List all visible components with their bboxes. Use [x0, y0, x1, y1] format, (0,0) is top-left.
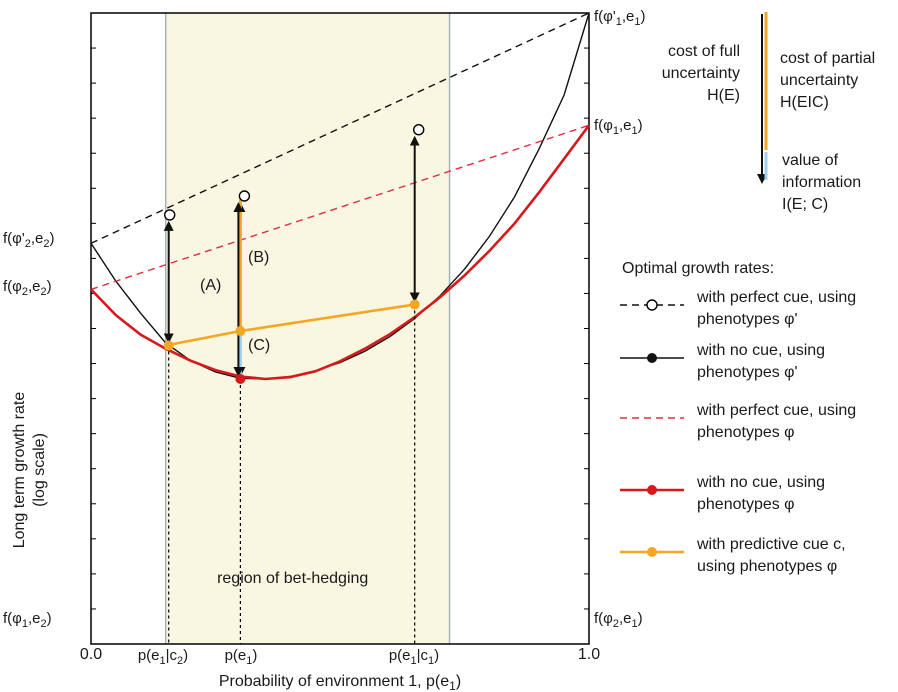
predictive-cue-point: [163, 340, 174, 351]
right-axis-label: f(φ'1,e1): [594, 8, 646, 28]
legend-swatch-dot: [647, 353, 657, 363]
series-nocue_phi: [90, 124, 591, 381]
cost-key-info-text: value of: [782, 152, 839, 169]
annotation-b: (B): [248, 249, 269, 266]
right-axis-label: f(φ1,e1): [594, 117, 643, 137]
legend-item-text: phenotypes φ: [697, 496, 795, 513]
perfect-cue-point: [238, 190, 251, 202]
x-marker-label: p(e1|c2): [138, 647, 188, 667]
bet-hedging-region: [165, 13, 450, 644]
right-axis-label: f(φ2,e1): [594, 610, 643, 630]
left-axis-label: f(φ'2,e2): [3, 230, 55, 250]
legend-item-text: with predictive cue c,: [696, 536, 846, 553]
y-axis-label: Long term growth rate: [11, 392, 28, 549]
legend-item-text: phenotypes φ: [697, 424, 795, 441]
legend-item-text: with perfect cue, using: [696, 402, 856, 419]
cost-key-partial-text: uncertainty: [780, 72, 858, 89]
x-tick-label: 1.0: [578, 646, 600, 663]
cost-key-partial-text: cost of partial: [780, 50, 875, 67]
cost-key-full-text: H(E): [707, 87, 740, 104]
left-axis-label: f(φ2,e2): [3, 278, 52, 298]
y-axis-label-sub: (log scale): [31, 433, 48, 507]
cost-key-full-text: cost of full: [668, 43, 740, 60]
legend-item-text: phenotypes φ': [697, 364, 798, 381]
annotation-c: (C): [248, 337, 270, 354]
cost-key-partial-text: H(EIC): [780, 94, 829, 111]
legend-swatch-dot: [647, 485, 657, 495]
annotation-a: (A): [200, 277, 221, 294]
predictive-cue-point: [409, 299, 420, 310]
legend-title: Optimal growth rates:: [622, 260, 774, 277]
perfect-cue-point: [413, 124, 425, 136]
legend-swatch-dot: [647, 547, 657, 557]
plot-area: [90, 12, 591, 645]
legend-item-text: with no cue, using: [696, 474, 825, 491]
region-label: region of bet-hedging: [217, 570, 368, 587]
annotation-text: (A) (B) (C) region of bet-hedging f(φ'2,e2) f…: [3, 8, 646, 692]
series-perfect_phi_prime: [90, 12, 590, 244]
legend-swatch-circle: [646, 299, 658, 311]
cost-key-info-text: I(E; C): [782, 196, 828, 213]
no-cue-point: [235, 373, 246, 384]
x-tick-label: 0.0: [80, 646, 102, 663]
legend-item-text: using phenotypes φ: [697, 558, 837, 575]
series-perfect_phi: [90, 124, 590, 291]
legend: cost of full uncertainty H(E) cost of parti…: [620, 12, 875, 575]
x-marker-label: p(e1|c1): [389, 647, 439, 667]
perfect-cue-point: [163, 209, 176, 221]
x-axis-label: Probability of environment 1, p(e1): [219, 673, 461, 692]
predictive-cue-point: [235, 326, 246, 337]
left-axis-label: f(φ1,e2): [3, 610, 52, 630]
legend-item-text: with no cue, using: [696, 342, 825, 359]
cost-key-full-text: uncertainty: [662, 65, 740, 82]
legend-item-text: phenotypes φ': [697, 311, 798, 328]
cost-key-info-text: information: [782, 174, 861, 191]
legend-item-text: with perfect cue, using: [696, 289, 856, 306]
x-marker-label: p(e1): [225, 647, 258, 667]
